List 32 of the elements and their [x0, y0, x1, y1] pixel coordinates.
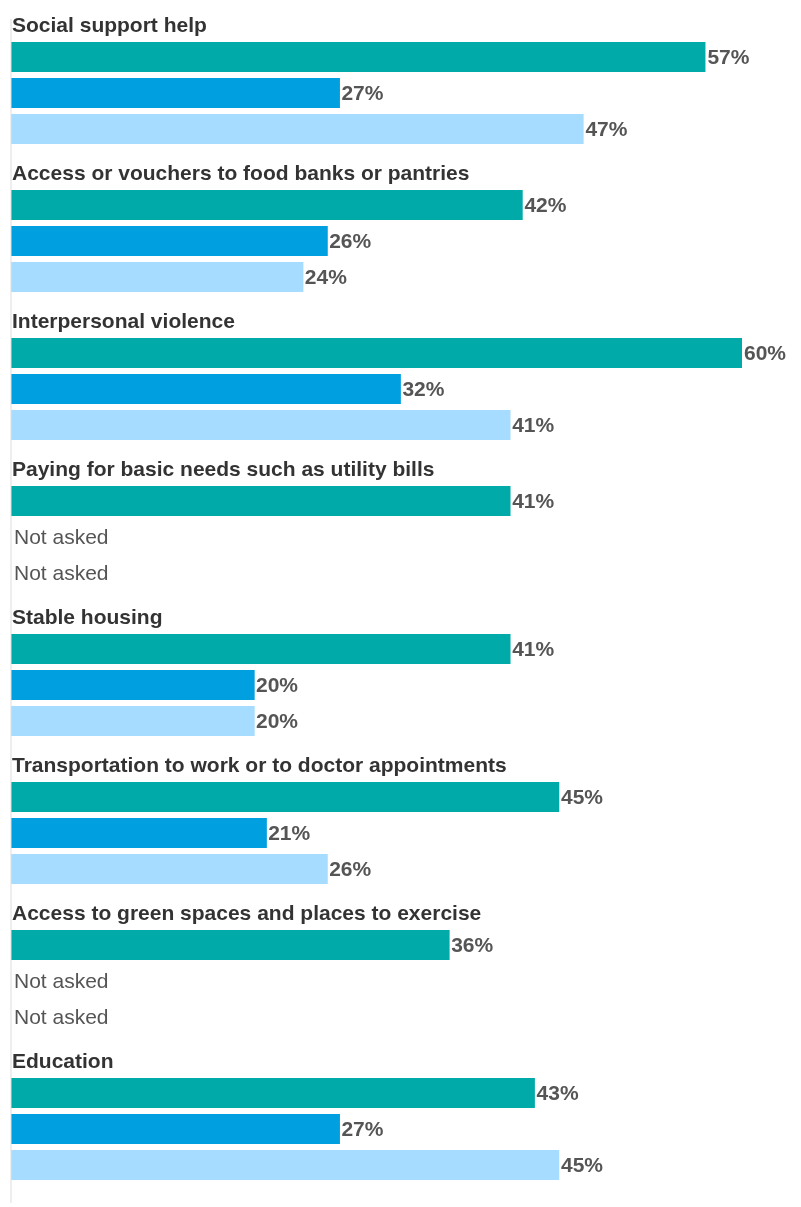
- data-label: 36%: [451, 933, 494, 956]
- text: Not asked: [14, 1005, 109, 1028]
- data-label: 60%: [744, 341, 787, 364]
- data-label: 20%: [256, 709, 299, 732]
- data-label: 24%: [304, 265, 348, 288]
- data-label: 41%: [512, 413, 555, 436]
- text: Not asked: [14, 561, 109, 584]
- data-label: 42%: [524, 193, 567, 216]
- data-label: 20%: [256, 673, 299, 696]
- data-label: 27%: [341, 81, 384, 104]
- text: Not asked: [14, 969, 109, 992]
- data-label: 26%: [329, 857, 372, 880]
- data-label: 45%: [561, 785, 604, 808]
- text: Not asked: [14, 525, 109, 548]
- data-label: 45%: [561, 1153, 604, 1176]
- y-tick-label: Interpersonal violence: [12, 309, 235, 332]
- data-label: 41%: [512, 489, 555, 512]
- y-tick-label: Education: [12, 1049, 114, 1072]
- y-tick-label: Access to green spaces and places to exercise: [12, 901, 482, 924]
- data-label: 27%: [341, 1117, 384, 1140]
- data-label: 32%: [402, 377, 445, 400]
- data-label: 21%: [268, 821, 311, 844]
- data-label: 47%: [585, 117, 628, 140]
- y-tick-label: Stable housing: [12, 605, 163, 628]
- y-tick-label: Social support help: [12, 13, 207, 36]
- data-label: 57%: [707, 45, 750, 68]
- data-label: 26%: [329, 229, 372, 252]
- data-label: 43%: [536, 1081, 579, 1104]
- y-tick-label: Paying for basic needs such as utility bills: [12, 457, 435, 480]
- data-label: 41%: [512, 637, 555, 660]
- y-tick-label: Transportation to work or to doctor appointments: [12, 753, 507, 776]
- y-tick-label: Access or vouchers to food banks or pantries: [12, 161, 470, 184]
